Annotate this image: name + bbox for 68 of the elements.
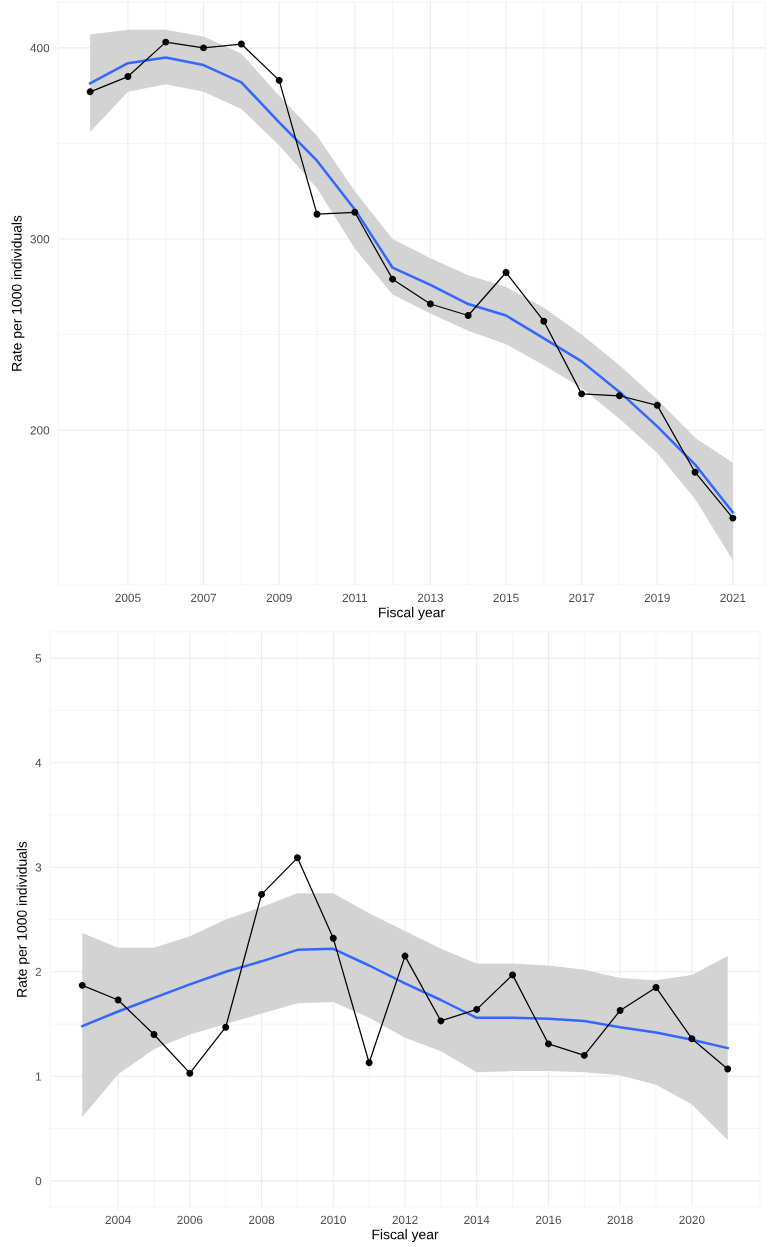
x-tick-label: 2019 [644,593,670,602]
x-tick-label: 2007 [191,593,217,602]
y-tick-label: 2 [35,967,42,977]
point [473,1005,481,1013]
point [365,1059,373,1067]
x-axis-title: Fiscal year [372,1229,439,1243]
point [162,38,170,46]
x-tick-label: 2020 [679,1215,705,1224]
point [124,73,132,81]
x-tick-label: 2005 [115,593,141,602]
point [275,76,283,84]
y-tick-label: 1 [36,1072,42,1081]
point [351,208,359,216]
x-tick-label: 2011 [342,593,367,602]
point [509,971,517,979]
x-tick-label: 2006 [177,1215,203,1224]
point [540,317,548,325]
point [150,1031,158,1038]
point [691,468,699,476]
x-tick-label: 2021 [720,593,746,602]
point [729,514,737,522]
point [502,269,510,276]
point [86,88,94,96]
y-tick-label: 300 [30,235,50,244]
point [688,1035,696,1043]
y-tick-label: 200 [30,426,50,435]
point [580,1051,588,1059]
y-axis-title: Rate per 1000 individuals [16,841,30,997]
x-tick-label: 2015 [493,593,519,602]
point [616,1006,624,1014]
x-tick-label: 2017 [569,593,595,602]
point [437,1017,445,1025]
point [258,890,266,898]
point [200,44,208,52]
point [389,275,397,283]
y-tick-label: 4 [35,758,42,767]
point [114,996,122,1004]
point [653,401,661,409]
point [293,854,301,862]
line-series [81,947,729,1050]
point [464,312,472,319]
point [222,1023,230,1031]
x-tick-label: 2009 [266,593,292,602]
y-axis-title: Rate per 1000 individuals [11,215,25,371]
y-tick-label: 3 [35,863,42,872]
x-tick-label: 2013 [417,593,444,602]
y-tick-label: 0 [35,1176,42,1186]
x-tick-label: 2010 [320,1215,346,1224]
point [426,300,434,308]
x-tick-label: 2018 [607,1215,633,1224]
x-axis-title: Fiscal year [379,607,445,621]
y-tick-label: 400 [30,43,50,53]
point [578,390,586,398]
point [186,1069,194,1077]
point [724,1065,732,1073]
point [313,210,321,218]
x-tick-label: 2016 [535,1215,562,1224]
point [78,981,86,989]
point [329,934,337,942]
point [544,1040,552,1048]
x-tick-label: 2012 [392,1215,418,1224]
x-tick-label: 2004 [105,1215,131,1224]
y-tick-label: 5 [35,654,42,663]
point [615,392,623,400]
x-tick-label: 2008 [249,1215,275,1224]
point [652,983,660,991]
x-tick-label: 2014 [464,1215,490,1224]
point [237,40,245,48]
